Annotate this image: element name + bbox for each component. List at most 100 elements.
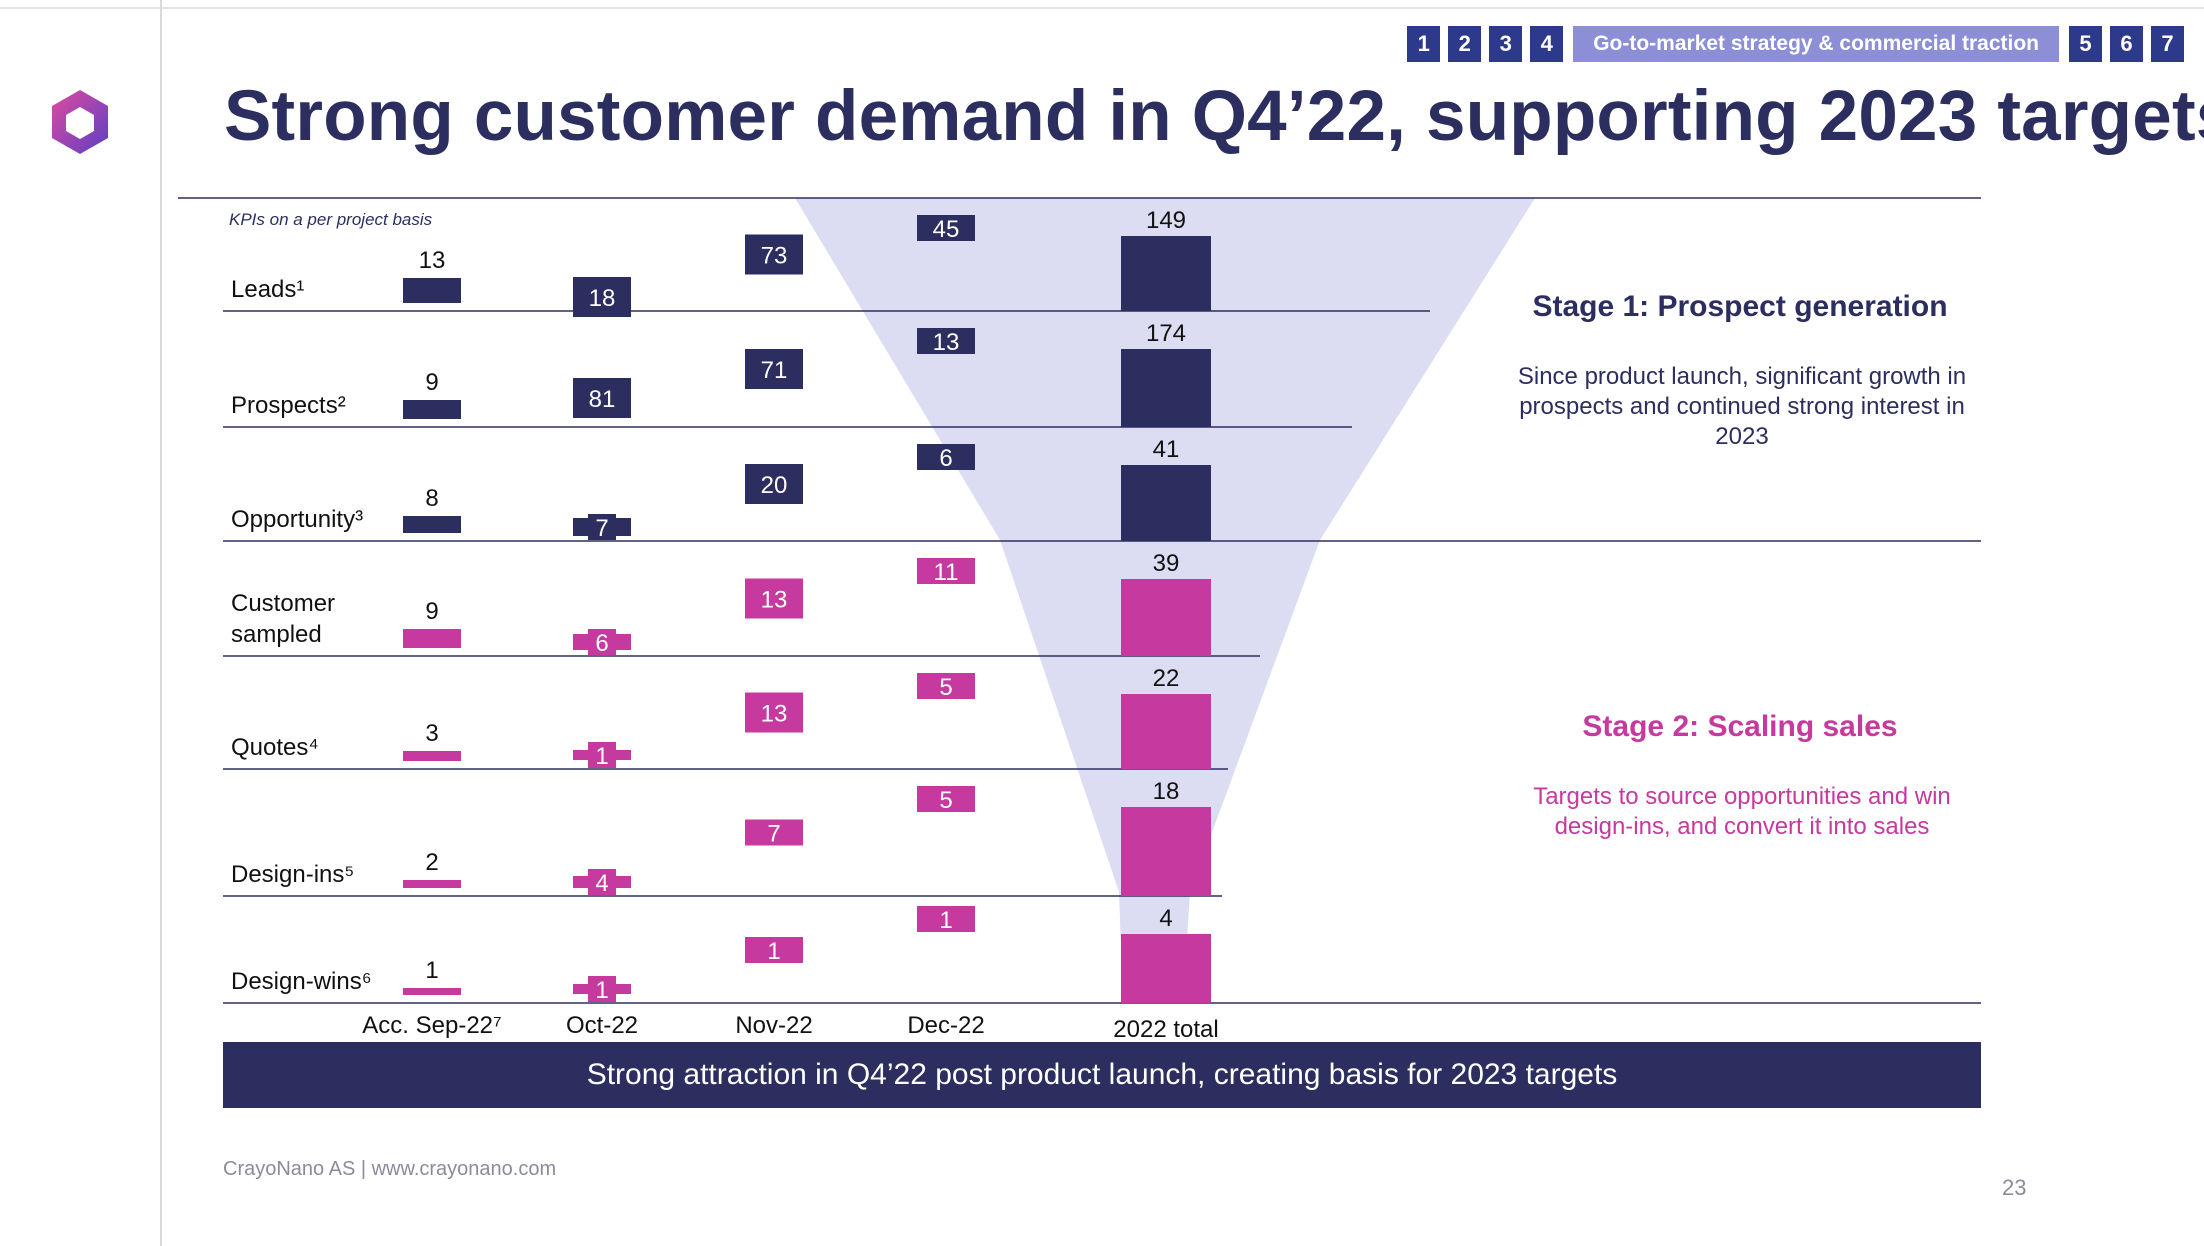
data-label: 9 [425, 369, 438, 396]
data-label: 81 [589, 386, 616, 413]
row-label: Prospects² [231, 392, 346, 419]
data-bar [917, 444, 975, 470]
data-bar [403, 988, 461, 995]
column-label: Dec-22 [907, 1012, 984, 1039]
stage-1-title: Stage 1: Prospect generation [1532, 290, 1948, 323]
data-bar [403, 751, 461, 761]
nav-section-3[interactable]: 3 [1489, 26, 1523, 62]
data-label: 1 [595, 977, 608, 1004]
top-border [0, 7, 2204, 9]
data-label: 6 [939, 445, 952, 472]
nav-section-6[interactable]: 6 [2110, 26, 2143, 62]
row-label: Design-ins⁵ [231, 861, 354, 888]
row-label: Customer [231, 590, 335, 617]
data-label: 13 [761, 701, 788, 728]
data-bar [917, 673, 975, 699]
nav-section-1[interactable]: 1 [1407, 26, 1441, 62]
data-label: 174 [1146, 320, 1186, 347]
data-bar-label-bg [588, 742, 616, 768]
stage-2-title: Stage 2: Scaling sales [1582, 710, 1898, 743]
row-label: Quotes⁴ [231, 734, 319, 761]
data-bar [403, 400, 461, 419]
data-bar [745, 819, 803, 846]
data-bar [917, 328, 975, 354]
data-bar [403, 629, 461, 648]
page-number: 23 [2002, 1175, 2027, 1200]
data-label: 1 [939, 907, 952, 934]
data-label: 7 [767, 821, 780, 848]
data-label: 4 [1159, 905, 1172, 932]
data-label: 1 [767, 938, 780, 965]
data-label: 1 [595, 743, 608, 770]
data-label: 45 [933, 216, 960, 243]
data-bar [573, 378, 631, 418]
data-bar [1121, 934, 1211, 1003]
data-label: 5 [939, 674, 952, 701]
data-bar [1121, 349, 1211, 427]
data-bar [745, 464, 803, 504]
data-label: 9 [425, 598, 438, 625]
row-label: Leads¹ [231, 276, 304, 303]
data-bar [745, 692, 803, 733]
data-bar [745, 234, 803, 275]
data-label: 22 [1153, 665, 1180, 692]
data-bar-label-bg [588, 284, 616, 310]
data-label: 149 [1146, 207, 1186, 234]
footer-company[interactable]: CrayoNano AS | www.crayonano.com [223, 1158, 557, 1180]
data-label: 11 [934, 559, 959, 586]
data-bar [403, 516, 461, 533]
stage-1-text: Since product launch, significant growth… [1517, 363, 1967, 450]
data-bar-label-bg [588, 869, 616, 895]
data-bar-label-bg [588, 514, 616, 540]
data-bar [1121, 694, 1211, 769]
data-label: 13 [419, 247, 446, 274]
data-label: 20 [761, 472, 788, 499]
data-bar-label-bg [588, 629, 616, 655]
data-bar-label-bg [588, 976, 616, 1002]
page-title: Strong customer demand in Q4’22, support… [224, 77, 2204, 156]
nav-section-4[interactable]: 4 [1530, 26, 1564, 62]
data-label: 3 [425, 720, 438, 747]
data-label: 13 [933, 329, 960, 356]
data-bar [917, 906, 975, 932]
data-label: 18 [589, 285, 616, 312]
data-label: 39 [1153, 550, 1180, 577]
data-bar [1121, 236, 1211, 311]
data-label: 41 [1153, 436, 1180, 463]
nav-active-section-label[interactable]: Go-to-market strategy & commercial tract… [1573, 26, 2059, 62]
column-label: 2022 total [1113, 1016, 1218, 1043]
data-label: 4 [595, 870, 608, 897]
data-bar [403, 880, 461, 888]
data-label: 6 [595, 630, 608, 657]
row-label: Opportunity³ [231, 506, 363, 533]
data-bar [917, 558, 975, 584]
data-label: 73 [761, 243, 788, 270]
data-bar [403, 278, 461, 303]
stage-2-text: Targets to source opportunities and win … [1533, 783, 1951, 840]
data-label: 13 [761, 587, 788, 614]
data-label: 5 [939, 787, 952, 814]
summary-banner: Strong attraction in Q4’22 post product … [223, 1042, 1981, 1108]
nav-section-5[interactable]: 5 [2069, 26, 2102, 62]
column-label: Oct-22 [566, 1012, 638, 1039]
data-bar [1121, 465, 1211, 541]
nav-section-7[interactable]: 7 [2151, 26, 2184, 62]
data-bar [745, 578, 803, 619]
company-logo-icon [52, 90, 108, 154]
data-bar [745, 937, 803, 963]
column-label: Acc. Sep-22⁷ [362, 1012, 501, 1039]
row-label: sampled [231, 621, 322, 648]
data-bar [1121, 579, 1211, 656]
column-label: Nov-22 [735, 1012, 812, 1039]
nav-section-2[interactable]: 2 [1448, 26, 1482, 62]
data-label: 7 [595, 515, 608, 542]
data-bar [917, 786, 975, 812]
chart-subtitle: KPIs on a per project basis [229, 210, 433, 229]
row-label: Design-wins⁶ [231, 968, 372, 995]
left-border [160, 0, 162, 1246]
data-bar [917, 215, 975, 241]
data-label: 2 [425, 849, 438, 876]
data-label: 1 [425, 957, 438, 984]
section-navigation: 1 2 3 4 Go-to-market strategy & commerci… [1407, 26, 2184, 62]
